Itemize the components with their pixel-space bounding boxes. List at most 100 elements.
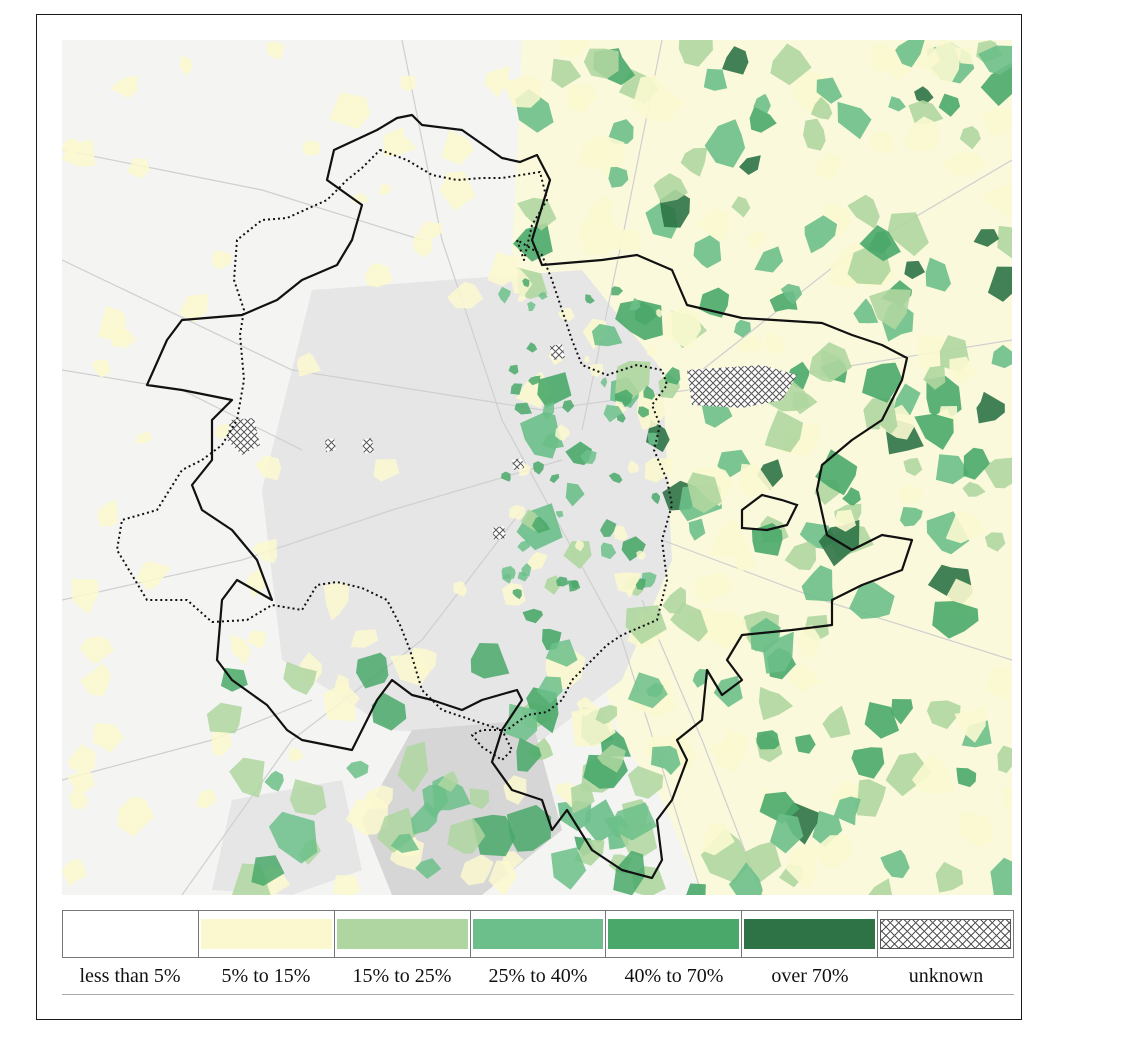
- map-cell: [670, 602, 708, 642]
- map-cell: [635, 578, 646, 590]
- legend-label-5: over 70%: [771, 965, 849, 987]
- map-cell: [686, 883, 706, 895]
- map-cell: [514, 402, 532, 415]
- map-cell: [854, 779, 887, 817]
- map-cell: [134, 431, 153, 444]
- map-cell: [503, 703, 538, 742]
- map-cell: [627, 460, 640, 474]
- map-cell: [803, 118, 826, 151]
- legend-swatch-5: [741, 911, 877, 957]
- map-cell: [378, 183, 392, 196]
- map-cell: [917, 334, 950, 380]
- map-cell: [195, 789, 217, 809]
- map-cell: [471, 814, 516, 857]
- map-cell: [997, 745, 1012, 774]
- map-cell: [608, 802, 657, 841]
- map-cell: [833, 509, 857, 532]
- map-cell: [632, 74, 685, 122]
- map-cell: [410, 802, 439, 835]
- map-cell: [758, 686, 794, 721]
- inner-island-boundary: [740, 493, 799, 532]
- map-cell: [521, 563, 532, 577]
- map-cell: [528, 375, 541, 386]
- map-cell: [665, 367, 681, 385]
- legend-swatch-fill: [336, 919, 468, 949]
- map-cell: [816, 77, 843, 104]
- map-cell: [510, 383, 523, 395]
- map-cell: [738, 335, 762, 353]
- map-cell: [753, 93, 771, 114]
- legend-swatch-1: [197, 911, 334, 957]
- map-cell: [503, 75, 543, 108]
- legend-swatch-fill: [880, 919, 1012, 949]
- map-cell: [390, 654, 431, 686]
- map-cell: [212, 250, 232, 270]
- map-cell: [611, 286, 624, 296]
- unknown-data-areas: [227, 344, 797, 540]
- map-cell: [981, 182, 1012, 216]
- map-cell: [797, 624, 821, 658]
- map-cell: [942, 152, 987, 176]
- map-cell: [365, 785, 393, 810]
- map-cell: [109, 75, 138, 98]
- map-cell: [693, 235, 722, 269]
- map-cell: [701, 401, 733, 428]
- map-cell: [556, 576, 569, 587]
- choropleth-map[interactable]: [62, 40, 1012, 895]
- map-cell: [600, 542, 617, 560]
- map-cell: [754, 246, 784, 273]
- map-cell: [869, 131, 895, 155]
- map-cell: [575, 540, 584, 552]
- map-cell: [62, 139, 83, 157]
- map-cell: [400, 75, 416, 91]
- map-cell: [588, 363, 604, 377]
- map-cell: [980, 62, 1012, 107]
- map-cell: [508, 364, 519, 375]
- map-cell: [911, 752, 955, 795]
- legend-swatch-2: [333, 911, 470, 957]
- legend-label-3: 25% to 40%: [488, 965, 588, 987]
- map-cell: [770, 43, 812, 86]
- map-cell: [608, 167, 629, 188]
- map-cell: [627, 765, 664, 799]
- map-cell: [733, 319, 751, 338]
- unknown-area-center-2: [362, 438, 374, 454]
- unknown-area-center-5: [512, 458, 524, 470]
- map-cell: [938, 93, 961, 117]
- map-cell: [822, 705, 851, 739]
- map-cell: [651, 745, 681, 775]
- map-cell: [600, 519, 617, 537]
- legend-label-4: 40% to 70%: [624, 965, 724, 987]
- map-cell: [656, 308, 663, 318]
- map-cell: [501, 851, 524, 874]
- map-cell: [397, 741, 429, 793]
- map-cell: [663, 307, 702, 350]
- map-cell: [958, 810, 994, 847]
- map-cell: [67, 744, 96, 773]
- map-cell: [470, 643, 510, 679]
- map-cell: [415, 858, 442, 879]
- map-cell: [595, 704, 618, 724]
- map-cell: [62, 859, 88, 887]
- map-cell: [417, 221, 442, 241]
- map-cell: [888, 96, 906, 112]
- map-cell: [987, 266, 1012, 302]
- map-cell: [784, 541, 817, 571]
- map-cell: [526, 342, 538, 353]
- map-cell: [922, 40, 961, 84]
- map-cell: [626, 587, 633, 598]
- map-cell: [703, 610, 750, 647]
- map-cell: [328, 92, 371, 130]
- map-cell: [694, 572, 727, 604]
- map-cell: [615, 360, 651, 399]
- legend-swatch-fill: [608, 919, 740, 949]
- map-cell: [651, 492, 661, 505]
- map-cell: [990, 857, 1012, 895]
- legend-swatch-3: [469, 911, 606, 957]
- map-cell: [935, 861, 964, 893]
- map-cell: [837, 101, 872, 140]
- map-cell: [413, 233, 433, 258]
- map-cell: [591, 323, 623, 347]
- map-cell: [516, 737, 542, 772]
- map-cell: [365, 263, 393, 288]
